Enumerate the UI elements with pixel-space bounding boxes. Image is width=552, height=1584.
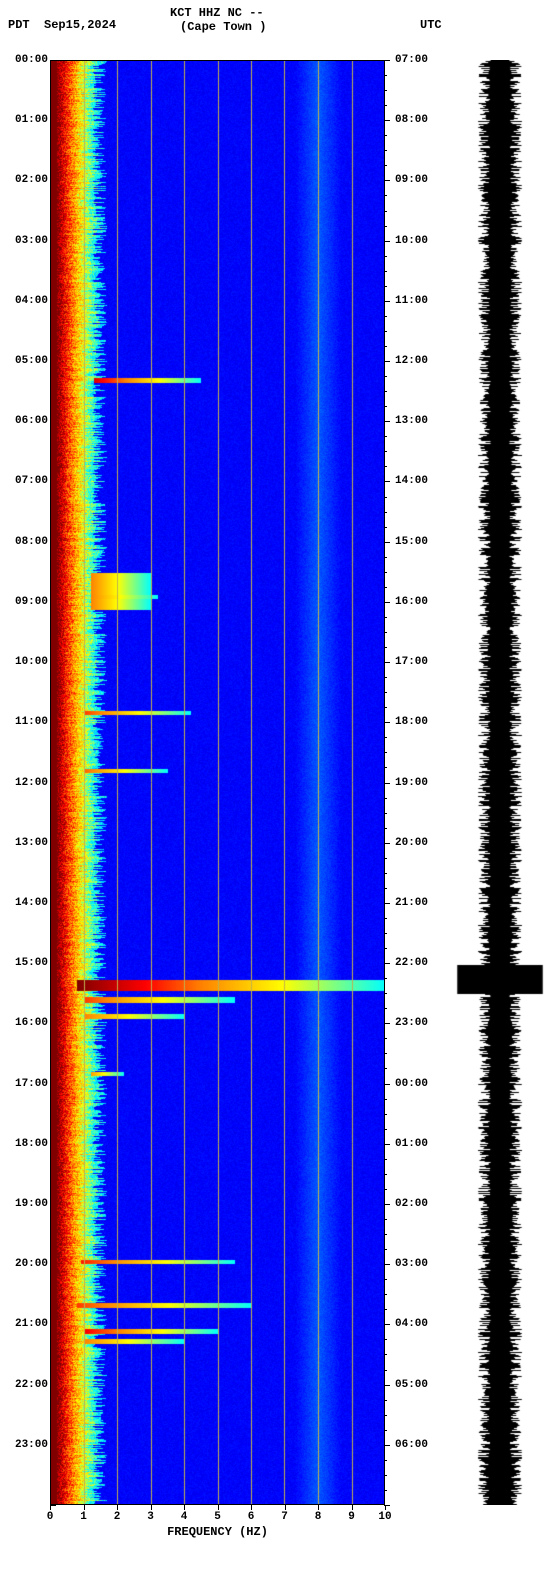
utc-tick: 02:00 bbox=[395, 1198, 428, 1210]
utc-tick: 09:00 bbox=[395, 174, 428, 186]
utc-tick: 13:00 bbox=[395, 415, 428, 427]
pdt-tick: 01:00 bbox=[15, 114, 48, 126]
spectrogram-canvas bbox=[50, 60, 385, 1505]
header-left: PDT Sep15,2024 bbox=[8, 18, 116, 32]
header: PDT Sep15,2024 KCT HHZ NC -- (Cape Town … bbox=[0, 0, 552, 40]
pdt-tick: 20:00 bbox=[15, 1258, 48, 1270]
pdt-tick: 11:00 bbox=[15, 716, 48, 728]
pdt-tick: 12:00 bbox=[15, 777, 48, 789]
x-axis-label: FREQUENCY (HZ) bbox=[167, 1525, 268, 1539]
utc-tick: 22:00 bbox=[395, 957, 428, 969]
y-axis-pdt: 00:0001:0002:0003:0004:0005:0006:0007:00… bbox=[0, 60, 50, 1505]
freq-tick: 9 bbox=[348, 1511, 355, 1523]
freq-tick: 6 bbox=[248, 1511, 255, 1523]
pdt-tick: 02:00 bbox=[15, 174, 48, 186]
utc-tick: 08:00 bbox=[395, 114, 428, 126]
pdt-tick: 17:00 bbox=[15, 1078, 48, 1090]
pdt-tick: 21:00 bbox=[15, 1318, 48, 1330]
pdt-tick: 06:00 bbox=[15, 415, 48, 427]
date-label: Sep15,2024 bbox=[44, 18, 116, 32]
pdt-tick: 22:00 bbox=[15, 1379, 48, 1391]
pdt-tick: 16:00 bbox=[15, 1017, 48, 1029]
utc-tick: 15:00 bbox=[395, 536, 428, 548]
utc-tick: 18:00 bbox=[395, 716, 428, 728]
freq-tick: 5 bbox=[214, 1511, 221, 1523]
utc-tick: 05:00 bbox=[395, 1379, 428, 1391]
station-label: KCT HHZ NC -- bbox=[170, 6, 264, 20]
pdt-tick: 03:00 bbox=[15, 235, 48, 247]
waveform-canvas bbox=[455, 60, 545, 1505]
pdt-tick: 05:00 bbox=[15, 355, 48, 367]
tz-left-label: PDT bbox=[8, 18, 30, 32]
utc-tick: 10:00 bbox=[395, 235, 428, 247]
tz-right-label: UTC bbox=[420, 18, 442, 32]
freq-tick: 10 bbox=[378, 1511, 391, 1523]
utc-tick: 03:00 bbox=[395, 1258, 428, 1270]
utc-tick: 00:00 bbox=[395, 1078, 428, 1090]
utc-tick: 20:00 bbox=[395, 837, 428, 849]
location-label: (Cape Town ) bbox=[180, 20, 266, 34]
pdt-tick: 07:00 bbox=[15, 475, 48, 487]
utc-tick: 04:00 bbox=[395, 1318, 428, 1330]
freq-tick: 0 bbox=[47, 1511, 54, 1523]
spectrogram-plot bbox=[50, 60, 385, 1505]
utc-tick: 16:00 bbox=[395, 596, 428, 608]
utc-tick: 06:00 bbox=[395, 1439, 428, 1451]
pdt-tick: 15:00 bbox=[15, 957, 48, 969]
pdt-tick: 18:00 bbox=[15, 1138, 48, 1150]
utc-tick: 11:00 bbox=[395, 295, 428, 307]
utc-tick: 17:00 bbox=[395, 656, 428, 668]
freq-tick: 2 bbox=[114, 1511, 121, 1523]
pdt-tick: 08:00 bbox=[15, 536, 48, 548]
y-axis-utc: 07:0008:0009:0010:0011:0012:0013:0014:00… bbox=[385, 60, 435, 1505]
freq-tick: 4 bbox=[181, 1511, 188, 1523]
utc-tick: 12:00 bbox=[395, 355, 428, 367]
pdt-tick: 04:00 bbox=[15, 295, 48, 307]
pdt-tick: 19:00 bbox=[15, 1198, 48, 1210]
freq-tick: 8 bbox=[315, 1511, 322, 1523]
utc-tick: 19:00 bbox=[395, 777, 428, 789]
pdt-tick: 09:00 bbox=[15, 596, 48, 608]
pdt-tick: 23:00 bbox=[15, 1439, 48, 1451]
x-axis-frequency: FREQUENCY (HZ) 012345678910 bbox=[50, 1505, 385, 1545]
utc-tick: 21:00 bbox=[395, 897, 428, 909]
freq-tick: 3 bbox=[147, 1511, 154, 1523]
pdt-tick: 10:00 bbox=[15, 656, 48, 668]
waveform-panel bbox=[455, 60, 545, 1505]
pdt-tick: 00:00 bbox=[15, 54, 48, 66]
pdt-tick: 14:00 bbox=[15, 897, 48, 909]
utc-tick: 14:00 bbox=[395, 475, 428, 487]
utc-tick: 01:00 bbox=[395, 1138, 428, 1150]
freq-tick: 7 bbox=[281, 1511, 288, 1523]
utc-tick: 07:00 bbox=[395, 54, 428, 66]
pdt-tick: 13:00 bbox=[15, 837, 48, 849]
freq-tick: 1 bbox=[80, 1511, 87, 1523]
utc-tick: 23:00 bbox=[395, 1017, 428, 1029]
